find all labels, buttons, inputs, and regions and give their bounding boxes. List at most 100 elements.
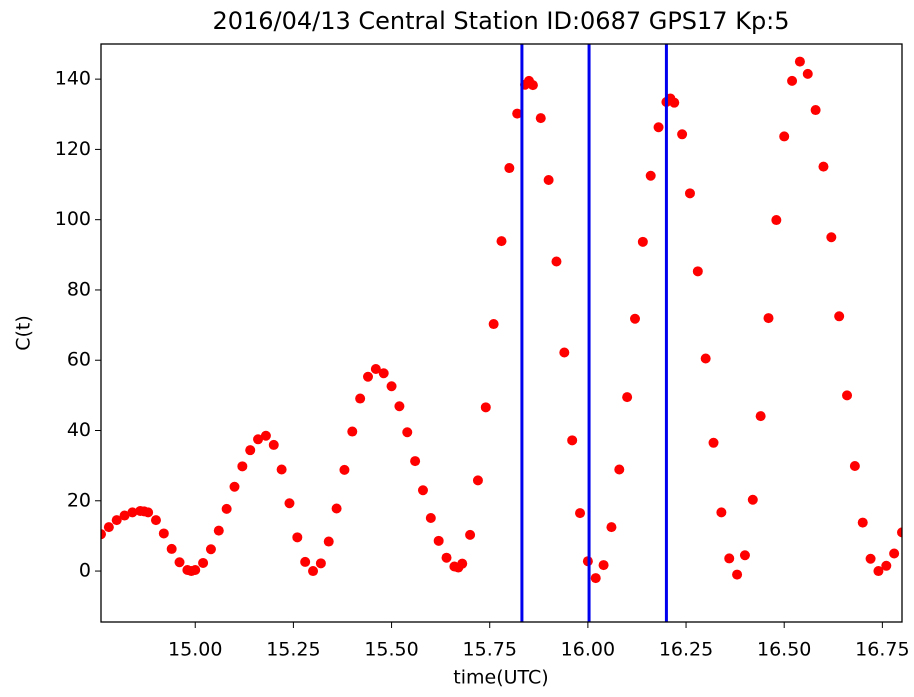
point (394, 401, 405, 412)
plot-area (101, 44, 902, 622)
point (300, 556, 311, 567)
x-tick-label: 15.25 (266, 639, 320, 661)
point (213, 525, 224, 536)
point (857, 517, 868, 528)
point (771, 215, 782, 226)
point (535, 113, 546, 124)
point (551, 256, 562, 267)
point (496, 236, 507, 247)
point (150, 515, 161, 526)
point (433, 535, 444, 546)
y-tick-label: 80 (67, 278, 91, 300)
point (276, 464, 287, 475)
point (425, 512, 436, 523)
point (692, 266, 703, 277)
point (865, 553, 876, 564)
point (897, 527, 902, 538)
point (292, 532, 303, 543)
point (441, 552, 452, 563)
point (308, 566, 319, 577)
point (339, 464, 350, 475)
point (363, 371, 373, 382)
point (575, 508, 586, 519)
point (842, 390, 853, 401)
y-tick-label: 120 (55, 138, 91, 160)
point (221, 503, 232, 514)
point (700, 353, 711, 364)
point (205, 544, 216, 555)
point (174, 557, 185, 568)
plot-frame (100, 43, 903, 623)
point (684, 188, 695, 199)
point (590, 573, 601, 584)
point (465, 529, 476, 540)
point (559, 347, 570, 358)
point (166, 543, 177, 554)
point (417, 485, 428, 496)
point (849, 460, 860, 471)
point (787, 75, 798, 86)
point (245, 445, 256, 456)
chart-title: 2016/04/13 Central Station ID:0687 GPS17… (212, 7, 789, 35)
point (402, 427, 413, 438)
point (331, 503, 342, 514)
point (253, 434, 264, 445)
x-tick-label: 16.00 (561, 639, 615, 661)
y-tick-label: 140 (55, 68, 91, 90)
point (622, 392, 633, 403)
point (881, 560, 892, 571)
point (260, 430, 271, 441)
point (268, 439, 279, 450)
point (763, 313, 774, 324)
point (724, 553, 735, 564)
point (889, 548, 900, 559)
point (323, 536, 334, 547)
point (198, 557, 209, 568)
point (716, 507, 727, 518)
point (101, 529, 106, 540)
x-tick-label: 15.75 (463, 639, 517, 661)
x-tick-label: 16.25 (659, 639, 713, 661)
point (614, 464, 625, 475)
point (873, 566, 884, 577)
point (504, 163, 515, 174)
point (512, 108, 523, 119)
point (488, 319, 499, 330)
y-tick-label: 40 (67, 419, 91, 441)
point (669, 97, 680, 108)
point (739, 550, 750, 561)
point (810, 105, 821, 116)
y-tick-label: 100 (55, 208, 91, 230)
point (606, 522, 617, 533)
point (677, 129, 688, 140)
point (755, 411, 766, 422)
point (480, 402, 491, 413)
x-tick-label: 15.50 (364, 639, 418, 661)
point (355, 393, 366, 404)
point (598, 560, 609, 571)
point (779, 131, 790, 142)
y-tick-label: 20 (67, 489, 91, 511)
point (386, 381, 397, 392)
x-tick-label: 16.75 (855, 639, 909, 661)
point (347, 426, 358, 437)
point (119, 510, 130, 521)
point (826, 232, 837, 243)
x-tick-label: 15.00 (168, 639, 222, 661)
point (229, 481, 240, 492)
y-tick-label: 0 (79, 560, 91, 582)
y-axis-label: C(t) (13, 315, 35, 351)
point (315, 558, 326, 569)
point (645, 170, 656, 181)
point (818, 161, 829, 172)
point (127, 507, 138, 518)
x-axis-label: time(UTC) (453, 667, 548, 689)
point (732, 569, 743, 580)
point (472, 475, 483, 486)
point (527, 80, 538, 91)
point (370, 364, 381, 375)
point (457, 558, 468, 569)
point (653, 122, 664, 133)
point (543, 174, 554, 185)
